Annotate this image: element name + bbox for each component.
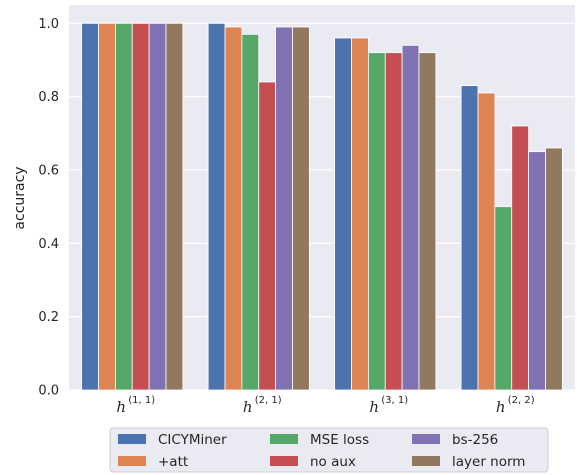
y-tick-label: 1.0 xyxy=(38,17,59,32)
bar-3-0 xyxy=(131,22,150,391)
x-tick-superscript: (1, 1) xyxy=(128,395,155,406)
bar-0-1 xyxy=(207,22,226,391)
bar-4-3 xyxy=(528,151,546,391)
legend-label: no aux xyxy=(310,454,356,470)
x-tick-base: h xyxy=(243,398,253,416)
bar-5-2 xyxy=(418,52,437,391)
x-tick-label: h xyxy=(116,398,126,416)
bar-3-3 xyxy=(511,125,530,391)
x-tick-superscript: (2, 2) xyxy=(508,395,535,406)
bar-5-3 xyxy=(545,147,563,391)
y-tick-label: 0.4 xyxy=(38,237,59,252)
bar-0-2 xyxy=(334,37,352,391)
bar-4-0 xyxy=(148,22,167,391)
legend-label: MSE loss xyxy=(310,432,369,448)
x-tick-label: h xyxy=(243,398,253,416)
bar-5-1 xyxy=(292,26,310,391)
bar-3-2 xyxy=(384,52,403,391)
bar-0-3 xyxy=(460,85,479,391)
y-tick-label: 0.8 xyxy=(38,90,59,105)
bar-1-0 xyxy=(98,22,116,391)
legend-label: layer norm xyxy=(452,454,525,470)
x-tick-label: h xyxy=(496,398,506,416)
bars xyxy=(81,22,563,391)
bar-1-1 xyxy=(224,26,243,391)
x-tick-superscript: (3, 1) xyxy=(381,395,408,406)
legend-label: bs-256 xyxy=(452,432,498,448)
bar-1-3 xyxy=(477,92,496,391)
bar-2-3 xyxy=(494,206,513,391)
bar-0-0 xyxy=(81,22,99,391)
legend-label: CICYMiner xyxy=(158,432,227,448)
bar-5-0 xyxy=(165,22,184,391)
legend-swatch xyxy=(118,456,146,466)
legend-swatch xyxy=(270,434,298,444)
bar-4-1 xyxy=(275,26,293,391)
y-axis-label: accuracy xyxy=(12,166,28,229)
bar-2-2 xyxy=(367,52,386,391)
x-tick-base: h xyxy=(369,398,379,416)
y-tick-label: 0.6 xyxy=(38,164,59,179)
legend-label: +att xyxy=(158,454,188,470)
bar-2-0 xyxy=(114,22,133,391)
legend-swatch xyxy=(412,456,440,466)
x-tick-superscript: (2, 1) xyxy=(255,395,282,406)
bar-3-1 xyxy=(258,81,277,391)
x-tick-base: h xyxy=(116,398,126,416)
legend-swatch xyxy=(118,434,146,444)
x-axis-ticks: h (1, 1) h (2, 1) h (3, 1) h (2, 2) xyxy=(116,395,534,416)
x-tick-label: h xyxy=(369,398,379,416)
legend-swatch xyxy=(412,434,440,444)
bar-2-1 xyxy=(241,33,260,391)
y-tick-label: 0.0 xyxy=(38,384,59,399)
y-axis-ticks: 0.0 0.2 0.4 0.6 0.8 1.0 xyxy=(38,17,59,399)
bar-4-2 xyxy=(401,44,420,391)
y-tick-label: 0.2 xyxy=(38,310,59,325)
legend: CICYMiner +att MSE loss no aux bs-256 layer n… xyxy=(109,427,549,473)
legend-swatch xyxy=(270,456,298,466)
x-tick-base: h xyxy=(496,398,506,416)
bar-1-2 xyxy=(351,37,369,391)
